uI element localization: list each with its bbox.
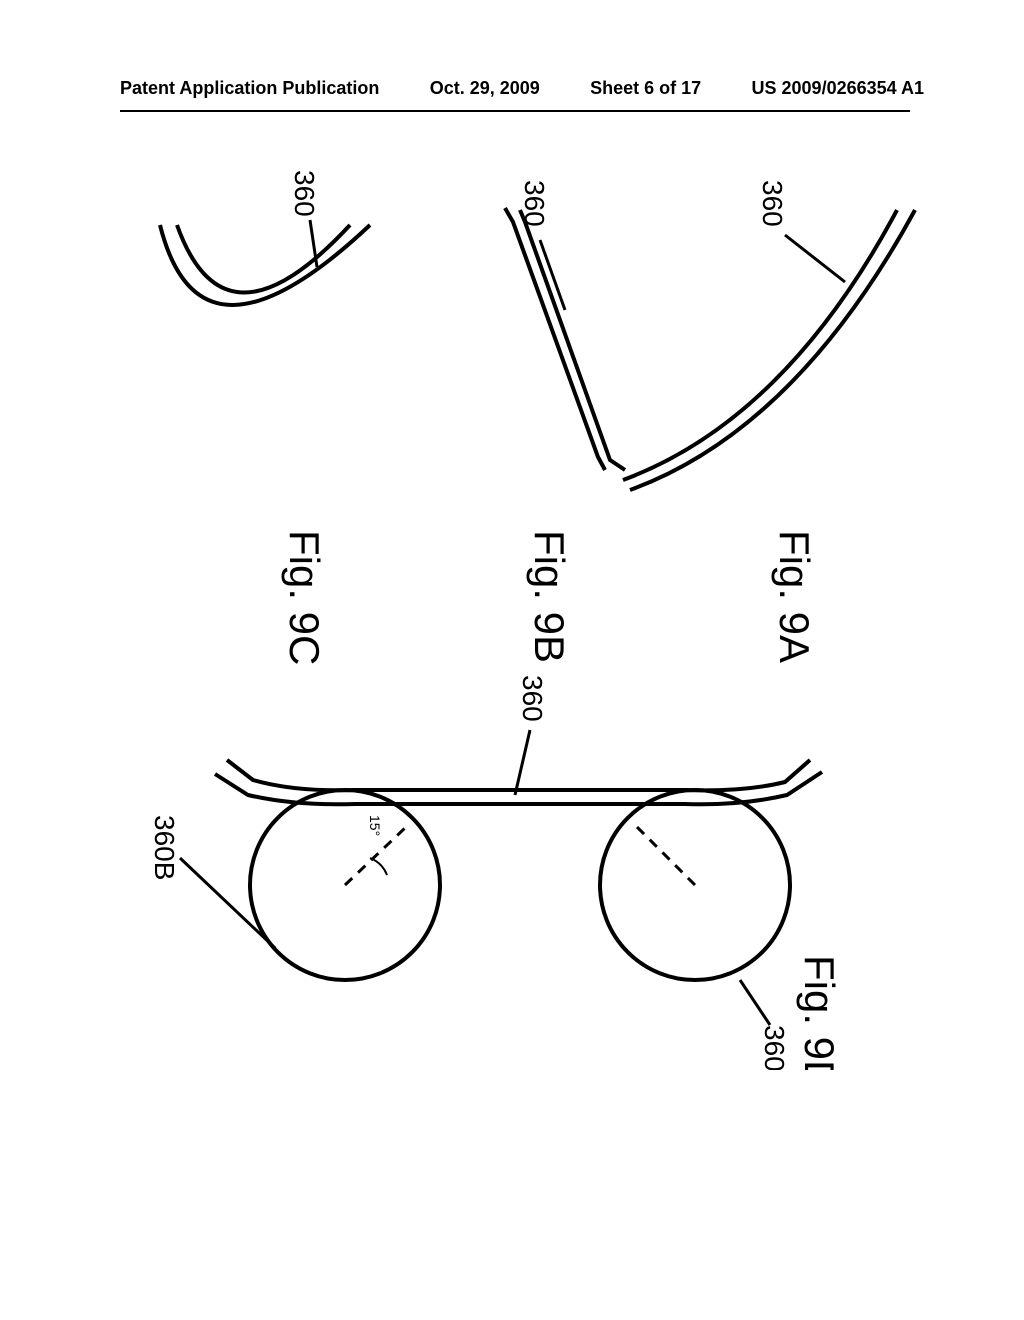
fig9b-lower (505, 208, 605, 470)
header-pubno: US 2009/0266354 A1 (752, 78, 924, 108)
fig-9c-group: 360 Fig. 9C (160, 170, 370, 665)
fig-9d-group: 15° 360 360A 360B Fig. 9D (149, 675, 843, 1070)
header-publication: Patent Application Publication (120, 78, 379, 108)
patent-figure-svg: 360 Fig. 9A 360 Fig. 9B (90, 170, 920, 1070)
fig9b-ref-360: 360 (519, 180, 550, 227)
fig9d-ref-360b: 360B (149, 815, 180, 880)
page-header: Patent Application Publication Oct. 29, … (0, 78, 1024, 108)
fig9a-arc-inner (623, 210, 897, 480)
fig9d-angle-text: 15° (367, 815, 383, 836)
figure-canvas: 360 Fig. 9A 360 Fig. 9B (90, 170, 920, 1070)
fig9c-ref-360: 360 (289, 170, 320, 217)
fig9a-caption: Fig. 9A (771, 530, 818, 663)
fig-9a-group: 360 Fig. 9A (623, 180, 915, 663)
fig9d-ref-360: 360 (517, 675, 548, 722)
fig9a-ref-360: 360 (757, 180, 788, 227)
fig9d-leader-360b (180, 858, 275, 948)
fig9d-dash-b (345, 828, 405, 885)
page: Patent Application Publication Oct. 29, … (0, 0, 1024, 1320)
fig9d-caption: Fig. 9D (796, 955, 843, 1070)
fig-9b-group: 360 Fig. 9B (505, 180, 625, 663)
fig9b-caption: Fig. 9B (526, 530, 573, 663)
fig9d-dash-a (635, 825, 695, 885)
fig9a-leader (785, 235, 845, 282)
header-sheet: Sheet 6 of 17 (590, 78, 701, 108)
fig9d-ref-360a: 360A (759, 1025, 790, 1070)
fig9c-inner (177, 225, 350, 293)
fig9b-upper (520, 210, 625, 470)
header-rule (120, 110, 910, 112)
fig9d-leader-360a (740, 980, 770, 1025)
header-date: Oct. 29, 2009 (430, 78, 540, 108)
fig9c-caption: Fig. 9C (281, 530, 328, 665)
fig9d-leader-360 (515, 730, 530, 795)
